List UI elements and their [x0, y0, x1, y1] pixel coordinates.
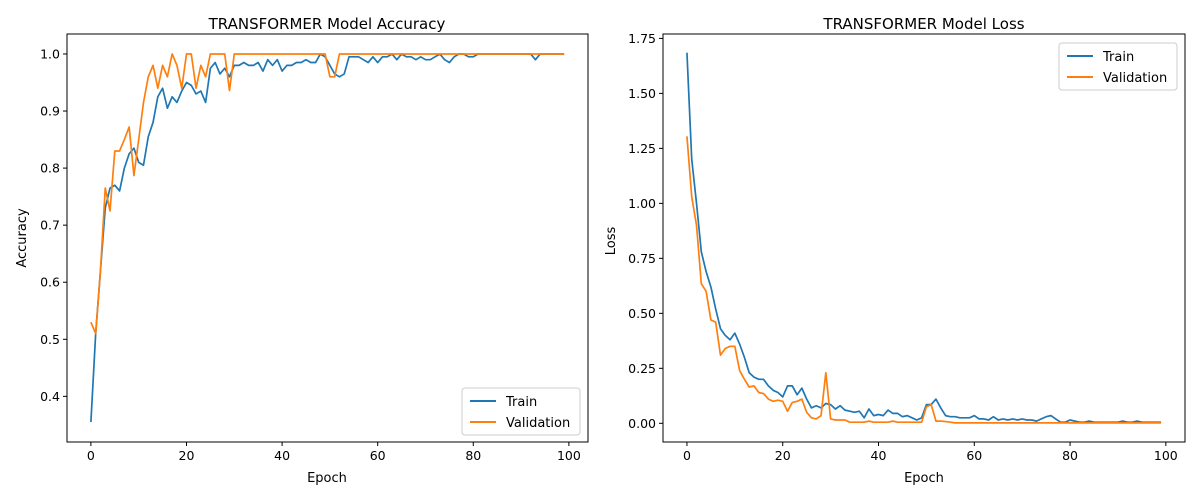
legend-box: [461, 387, 581, 436]
validation-line: [686, 136, 1162, 424]
x-tick-label: 100: [1154, 448, 1178, 463]
x-tick-label: 60: [966, 448, 982, 463]
y-tick-label: 0.5: [40, 332, 60, 347]
y-tick-label: 0.4: [40, 389, 60, 404]
chart-title: TRANSFORMER Model Accuracy: [208, 15, 446, 33]
y-tick-label: 0.7: [40, 218, 60, 233]
validation-line: [90, 53, 565, 335]
y-tick-label: 0.8: [40, 161, 60, 176]
x-tick-label: 20: [775, 448, 791, 463]
y-tick-label: 1.00: [628, 196, 656, 211]
y-tick-label: 0.25: [628, 361, 656, 376]
y-axis-label: Accuracy: [15, 208, 30, 268]
plot-frame: [662, 33, 1186, 443]
loss-chart: TRANSFORMER Model Loss 0 20 40 60 80 100 0.00…: [604, 15, 1186, 486]
x-tick-label: 60: [370, 448, 386, 463]
plot-frame: [66, 33, 589, 443]
x-tick-label: 40: [871, 448, 887, 463]
legend-label-train: Train: [1102, 50, 1134, 65]
y-tick-label: 1.0: [40, 46, 60, 61]
x-tick-label: 0: [87, 448, 95, 463]
y-tick-label: 1.25: [628, 141, 656, 156]
legend-label-validation: Validation: [1103, 71, 1167, 86]
y-tick-label: 0.9: [40, 104, 60, 119]
train-line: [90, 53, 565, 423]
y-tick-label: 1.50: [628, 86, 656, 101]
x-tick-label: 80: [1062, 448, 1078, 463]
y-tick-label: 0.6: [40, 275, 60, 290]
legend-label-train: Train: [505, 395, 537, 410]
legend-box: [1058, 42, 1178, 91]
accuracy-chart: TRANSFORMER Model Accuracy 0 20 40 60 80 100 …: [15, 15, 589, 486]
x-axis-label: Epoch: [307, 471, 347, 486]
legend: Train Validation: [461, 387, 581, 436]
train-line: [686, 52, 1162, 424]
y-axis-label: Loss: [604, 227, 619, 256]
y-tick-label: 0.75: [628, 251, 656, 266]
y-tick-label: 0.00: [628, 416, 656, 431]
legend: Train Validation: [1058, 42, 1178, 91]
y-tick-label: 1.75: [628, 31, 656, 46]
x-tick-label: 40: [274, 448, 290, 463]
x-tick-label: 0: [683, 448, 691, 463]
x-tick-label: 80: [465, 448, 481, 463]
legend-label-validation: Validation: [506, 416, 570, 431]
chart-title: TRANSFORMER Model Loss: [822, 15, 1024, 33]
x-tick-label: 100: [557, 448, 581, 463]
y-tick-label: 0.50: [628, 306, 656, 321]
x-tick-label: 20: [179, 448, 195, 463]
x-axis-label: Epoch: [904, 471, 944, 486]
